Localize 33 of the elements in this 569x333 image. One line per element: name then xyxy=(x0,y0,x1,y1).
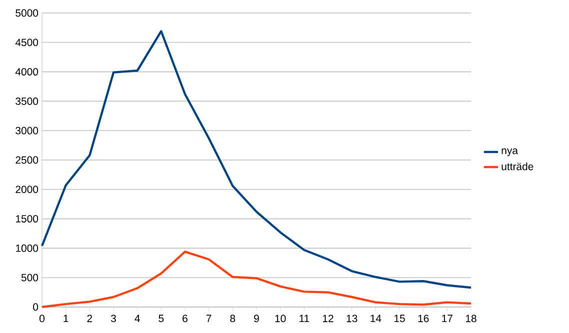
x-tick-label: 15 xyxy=(394,314,405,322)
y-tick-label: 2000 xyxy=(16,186,38,194)
y-tick-label: 3500 xyxy=(16,98,38,105)
legend-label: nya xyxy=(502,148,518,156)
legend-label: utträde xyxy=(502,162,534,170)
x-tick-label: 0 xyxy=(39,314,44,322)
x-tick-label: 5 xyxy=(158,314,164,322)
x-tick-label: 1 xyxy=(64,314,68,322)
x-tick-label: 3 xyxy=(110,314,116,322)
y-tick-label: 2500 xyxy=(16,156,38,164)
x-tick-label: 12 xyxy=(322,314,334,322)
y-tick-label: 4500 xyxy=(15,38,38,46)
x-tick-label: 17 xyxy=(442,314,452,322)
y-tick-label: 3000 xyxy=(16,126,38,134)
y-tick-label: 1000 xyxy=(16,244,38,252)
x-tick-label: 14 xyxy=(370,314,382,322)
y-tick-label: 5000 xyxy=(16,9,38,17)
x-tick-label: 9 xyxy=(254,314,259,322)
x-tick-label: 10 xyxy=(275,314,286,322)
x-tick-label: 11 xyxy=(300,314,310,322)
line-series xyxy=(40,30,472,289)
x-tick-label: 16 xyxy=(418,314,429,322)
x-tick-label: 2 xyxy=(87,314,92,322)
x-tick-label: 7 xyxy=(206,314,212,322)
x-tick-label: 6 xyxy=(182,314,188,322)
y-tick-label: 0 xyxy=(33,303,38,311)
x-tick-label: 13 xyxy=(346,314,358,322)
x-tick-label: 4 xyxy=(134,314,140,322)
y-tick-label: 500 xyxy=(21,274,38,282)
y-tick-label: 1500 xyxy=(16,215,38,223)
x-tick-label: 18 xyxy=(466,314,476,322)
x-tick-label: 8 xyxy=(230,314,236,322)
y-tick-label: 4000 xyxy=(15,68,38,76)
